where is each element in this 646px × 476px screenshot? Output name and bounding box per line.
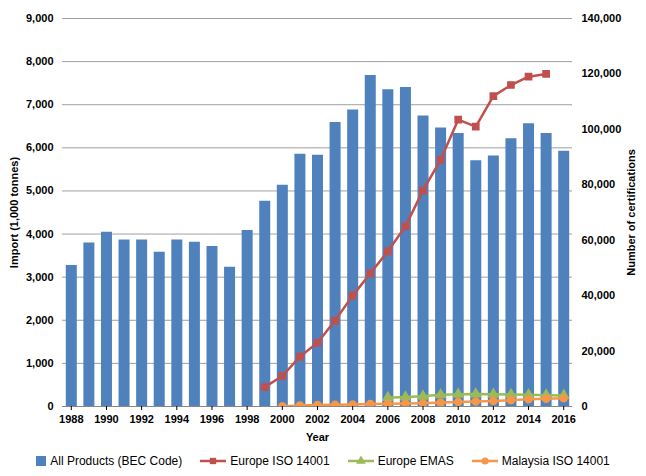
html-text:Malaysia ISO 14001: Malaysia ISO 14001 xyxy=(501,454,610,468)
html-text:All Products (BEC Code): All Products (BEC Code) xyxy=(50,454,183,468)
svg-text:40,000: 40,000 xyxy=(582,289,616,301)
svg-text:2008: 2008 xyxy=(411,413,435,425)
svg-text:1992: 1992 xyxy=(129,413,153,425)
svg-text:2012: 2012 xyxy=(481,413,505,425)
svg-text:100,000: 100,000 xyxy=(582,123,622,135)
svg-text:1994: 1994 xyxy=(165,413,190,425)
svg-text:2002: 2002 xyxy=(305,413,329,425)
svg-text:5,000: 5,000 xyxy=(26,184,54,196)
svg-text:Import (1,000 tonnes): Import (1,000 tonnes) xyxy=(8,157,20,269)
svg-text:0: 0 xyxy=(582,400,588,412)
svg-text:3,000: 3,000 xyxy=(26,271,54,283)
svg-text:140,000: 140,000 xyxy=(582,12,622,24)
svg-text:2016: 2016 xyxy=(551,413,575,425)
svg-text:2010: 2010 xyxy=(446,413,470,425)
svg-text:Number of certifications: Number of certifications xyxy=(625,149,637,276)
svg-text:80,000: 80,000 xyxy=(582,178,616,190)
svg-text:1998: 1998 xyxy=(235,413,259,425)
svg-text:2,000: 2,000 xyxy=(26,314,54,326)
svg-text:1990: 1990 xyxy=(94,413,118,425)
svg-text:2006: 2006 xyxy=(376,413,400,425)
svg-text:Year: Year xyxy=(306,431,330,443)
svg-text:20,000: 20,000 xyxy=(582,345,616,357)
svg-text:1,000: 1,000 xyxy=(26,357,54,369)
svg-text:60,000: 60,000 xyxy=(582,234,616,246)
svg-text:0: 0 xyxy=(47,400,53,412)
svg-text:2000: 2000 xyxy=(270,413,294,425)
svg-text:120,000: 120,000 xyxy=(582,67,622,79)
svg-text:2004: 2004 xyxy=(340,413,365,425)
svg-text:6,000: 6,000 xyxy=(26,141,54,153)
svg-text:4,000: 4,000 xyxy=(26,228,54,240)
html-text:Europe ISO 14001: Europe ISO 14001 xyxy=(230,454,330,468)
svg-text:2014: 2014 xyxy=(516,413,541,425)
svg-text:8,000: 8,000 xyxy=(26,55,54,67)
html-text:Europe EMAS: Europe EMAS xyxy=(377,454,454,468)
svg-text:1988: 1988 xyxy=(59,413,83,425)
svg-text:9,000: 9,000 xyxy=(26,12,54,24)
svg-text:7,000: 7,000 xyxy=(26,98,54,110)
svg-text:1996: 1996 xyxy=(200,413,224,425)
